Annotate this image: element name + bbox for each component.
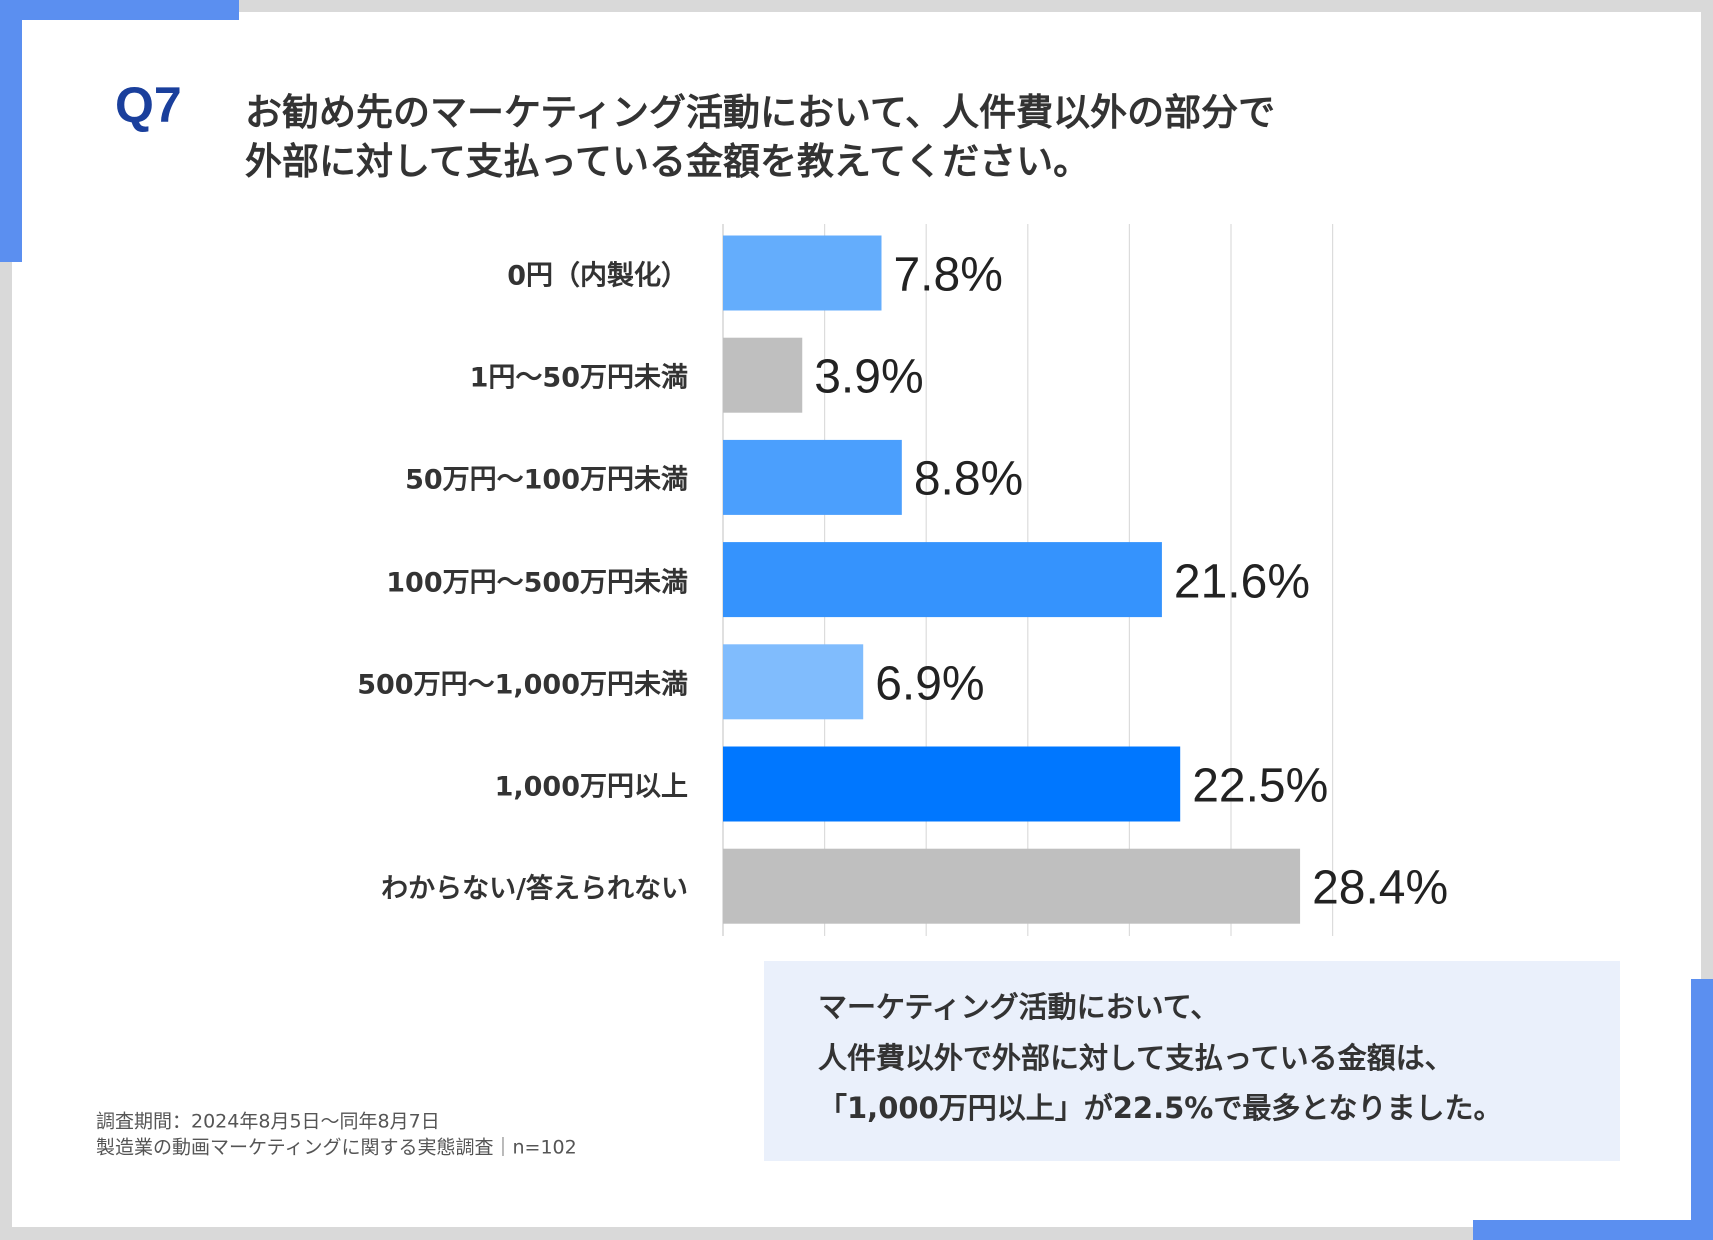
bar bbox=[723, 542, 1162, 618]
corner-accent-top-v bbox=[0, 0, 22, 262]
bar bbox=[723, 337, 803, 413]
summary-line-2: 人件費以外で外部に対して支払っている金額は、 bbox=[818, 1041, 1454, 1075]
footer-period: 調査期間：2024年8月5日〜同年8月7日 bbox=[96, 1110, 440, 1133]
bar bbox=[723, 848, 1301, 924]
corner-accent-bottom-h bbox=[1473, 1220, 1713, 1240]
bar bbox=[723, 439, 902, 515]
summary-line-1: マーケティング活動において、 bbox=[818, 990, 1220, 1024]
footer-survey: 製造業の動画マーケティングに関する実態調査｜n=102 bbox=[96, 1136, 577, 1159]
value-label: 8.8% bbox=[913, 452, 1024, 506]
bar bbox=[723, 746, 1181, 822]
value-label: 21.6% bbox=[1173, 555, 1311, 609]
category-label: 0円（内製化） bbox=[507, 260, 688, 292]
category-label: 50万円〜100万円未満 bbox=[405, 464, 688, 496]
category-label: わからない/答えられない bbox=[381, 873, 688, 905]
corner-accent-top-h bbox=[0, 0, 239, 20]
question-number: Q7 bbox=[115, 77, 182, 133]
title-line-1: お勧め先のマーケティング活動において、人件費以外の部分で bbox=[245, 91, 1276, 134]
bar bbox=[723, 235, 882, 311]
value-label: 7.8% bbox=[893, 248, 1003, 302]
category-label: 100万円〜500万円未満 bbox=[386, 567, 688, 599]
category-label: 1円〜50万円未満 bbox=[469, 362, 688, 394]
category-label: 1,000万円以上 bbox=[494, 771, 688, 803]
summary-line-3: 「1,000万円以上」が22.5%で最多となりました。 bbox=[818, 1091, 1503, 1125]
title-line-2: 外部に対して支払っている金額を教えてください。 bbox=[245, 140, 1091, 183]
corner-accent-bottom-v bbox=[1691, 979, 1713, 1240]
bar bbox=[723, 644, 864, 720]
value-label: 22.5% bbox=[1192, 759, 1329, 813]
value-label: 28.4% bbox=[1312, 861, 1449, 915]
category-label: 500万円〜1,000万円未満 bbox=[357, 669, 688, 701]
value-label: 3.9% bbox=[814, 350, 924, 404]
summary-box bbox=[764, 961, 1620, 1161]
value-label: 6.9% bbox=[875, 657, 985, 711]
